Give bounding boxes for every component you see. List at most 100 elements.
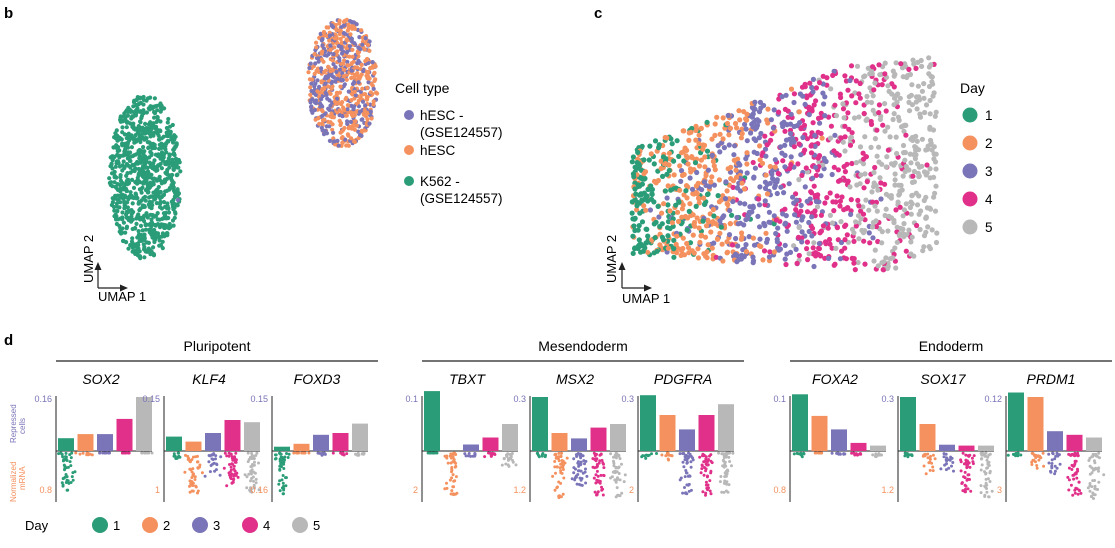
scatter-point-day-5 [847,184,853,190]
scatter-point-hesc [317,121,322,126]
scatter-point-hesc [365,42,371,48]
scatter-point-hesc [342,73,347,79]
scatter-point-hesc-gse [367,121,372,126]
scatter-point-day-4 [914,222,920,229]
scatter-point-hesc [358,96,363,101]
scatter-point-day-4 [762,202,768,208]
dot-tbxt-day-3 [473,452,477,456]
scatter-point-k562 [125,205,130,210]
scatter-point-hesc-gse [327,107,332,112]
scatter-point-day-1 [630,154,637,160]
scatter-point-k562 [141,154,147,159]
bar-msx2-day-4 [590,427,607,451]
dot-pdgfra-day-1 [655,452,658,455]
dot-klf4-day-1 [173,454,177,458]
scatter-point-hesc-gse [356,80,361,85]
scatter-point-hesc-gse [339,25,344,30]
dot-msx2-day-5 [617,493,620,497]
dot-klf4-day-3 [213,469,217,473]
dot-prdm1-day-1 [1006,453,1010,457]
dot-msx2-day-2 [559,469,563,473]
scatter-point-day-2 [681,128,687,134]
scatter-point-day-5 [910,57,916,63]
scatter-point-day-1 [665,233,671,239]
dot-tbxt-day-2 [449,492,453,496]
scatter-point-hesc [332,99,338,104]
scatter-point-day-4 [804,209,811,215]
scatter-point-day-4 [729,242,736,248]
scatter-point-day-5 [903,163,909,170]
scatter-point-day-4 [860,150,866,156]
bar-klf4-day-3 [205,433,221,451]
scatter-point-day-4 [822,239,829,245]
dot-msx2-day-2 [553,460,557,463]
dot-pdgfra-day-4 [702,473,706,477]
scatter-point-day-3 [821,101,827,107]
scatter-point-day-5 [908,211,914,217]
scatter-point-k562 [157,243,162,248]
dot-sox2-day-1 [68,460,72,464]
scatter-point-hesc-gse [371,86,376,91]
scatter-point-hesc-gse [363,36,368,41]
scatter-point-day-4 [782,206,788,212]
scatter-point-day-4 [768,137,774,143]
dot-foxa2-day-1 [799,451,803,455]
scatter-point-day-1 [729,212,735,218]
scatter-point-day-2 [696,225,702,231]
dot-sox2-day-1 [60,481,64,485]
scatter-point-k562 [110,200,115,205]
dot-foxd3-day-2 [301,451,305,455]
scatter-point-day-3 [754,122,761,128]
scatter-point-hesc-gse [353,93,358,98]
scatter-point-day-5 [853,160,860,166]
dot-foxa2-day-1 [800,455,804,459]
scatter-point-k562 [124,224,130,229]
dot-msx2-day-3 [579,462,583,466]
scatter-point-hesc-gse [367,39,372,44]
scatter-point-k562 [142,236,147,241]
scatter-point-k562 [141,94,146,100]
scatter-point-day-2 [695,255,702,261]
dot-sox17-day-1 [903,451,907,455]
dot-foxa2-day-4 [851,451,855,455]
scatter-point-day-1 [636,223,642,229]
scatter-point-hesc [308,92,313,97]
dot-sox2-day-5 [143,451,147,455]
dot-foxd3-day-1 [283,455,287,459]
dot-sox17-day-5 [987,464,991,467]
scatter-point-k562 [154,168,159,173]
scatter-point-k562 [163,170,168,175]
scatter-point-k562 [156,235,161,240]
scatter-point-day-4 [804,136,811,142]
scatter-point-hesc-gse [309,105,314,110]
scatter-point-k562 [130,236,135,241]
scatter-point-day-1 [640,248,646,254]
scatter-point-hesc [334,28,339,33]
dot-tbxt-day-1 [428,451,432,455]
scatter-point-day-3 [732,143,738,149]
scatter-point-day-1 [645,233,651,239]
dot-msx2-day-5 [613,471,617,475]
dot-klf4-day-5 [245,486,249,490]
scatter-point-day-3 [744,138,750,144]
scatter-point-day-2 [645,249,651,255]
scatter-point-day-4 [849,93,855,99]
scatter-point-k562 [124,240,129,245]
dot-pdgfra-day-4 [699,471,703,475]
scatter-point-hesc [348,32,353,37]
scatter-point-day-3 [734,253,740,259]
scatter-point-k562 [172,146,177,151]
scatter-point-day-5 [862,171,868,177]
scatter-point-k562 [122,111,127,116]
scatter-point-hesc [319,51,324,56]
scatter-point-day-4 [848,63,855,69]
scatter-point-day-4 [853,223,859,229]
scatter-point-hesc [314,40,319,45]
scatter-point-hesc [315,89,320,94]
scatter-point-day-4 [791,144,798,150]
scatter-point-k562 [159,141,164,147]
scatter-point-hesc-gse [356,58,361,63]
dot-sox17-day-2 [924,472,928,476]
scatter-point-k562 [149,126,154,131]
scatter-point-day-4 [783,261,789,268]
